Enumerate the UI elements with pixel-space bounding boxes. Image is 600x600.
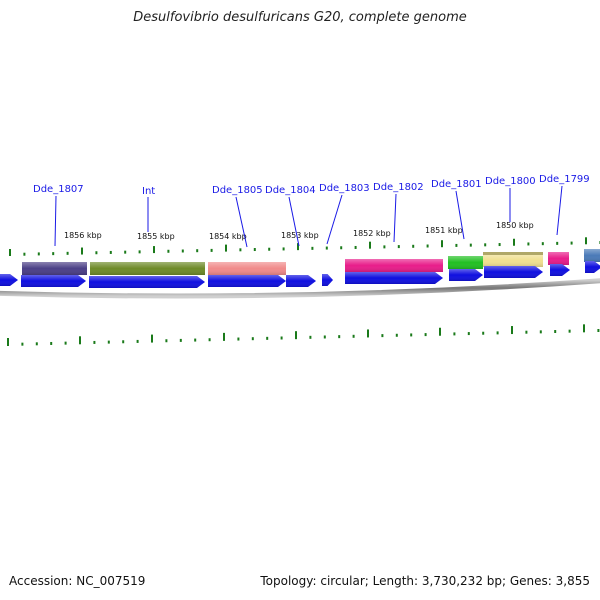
accession-text: Accession: NC_007519 bbox=[9, 574, 146, 588]
feature-block-dde1802 bbox=[345, 259, 443, 272]
leader-line-dde1802 bbox=[393, 193, 397, 243]
leader-line-dde1801 bbox=[455, 190, 465, 240]
feature-block-dde1800-top bbox=[483, 252, 543, 255]
kbp-label-1851: 1851 kbp bbox=[425, 226, 463, 235]
kbp-label-1854: 1854 kbp bbox=[209, 232, 247, 241]
gene-label-dde1801[interactable]: Dde_1801 bbox=[431, 179, 482, 190]
cds-arrow-shade bbox=[449, 269, 483, 281]
leader-line-dde1803 bbox=[326, 194, 343, 245]
feature-block-shade bbox=[448, 256, 483, 269]
feature-block-shade bbox=[483, 254, 543, 267]
cds-arrow-shade bbox=[208, 275, 286, 287]
backbone-ring bbox=[0, 278, 600, 299]
leader-line-dde1805 bbox=[235, 196, 248, 248]
feature-block-dde1805 bbox=[208, 262, 286, 275]
kbp-label-1855: 1855 kbp bbox=[137, 232, 175, 241]
feature-block-dde1807 bbox=[22, 262, 87, 275]
cds-arrow-shade bbox=[550, 264, 570, 276]
topology-text: Topology: circular; Length: 3,730,232 bp… bbox=[260, 574, 590, 588]
cds-arrow-shade bbox=[0, 274, 18, 286]
feature-block-shade bbox=[208, 262, 286, 275]
kbp-label-1850: 1850 kbp bbox=[496, 221, 534, 230]
cds-arrow-shade bbox=[286, 275, 316, 287]
cds-arrow-track bbox=[0, 261, 600, 288]
genome-title: Desulfovibrio desulfuricans G20, complet… bbox=[133, 10, 467, 25]
feature-block-track bbox=[22, 249, 600, 275]
feature-block-shade bbox=[22, 262, 87, 275]
feature-block-dde1800 bbox=[483, 254, 543, 267]
cds-arrow-shade bbox=[345, 272, 443, 284]
cds-arrow-shade bbox=[585, 261, 600, 273]
cds-arrow-shade bbox=[322, 274, 333, 286]
gene-label-dde1802[interactable]: Dde_1802 bbox=[373, 182, 424, 193]
cds-arrow-shade bbox=[21, 275, 86, 287]
feature-block-shade bbox=[90, 262, 205, 275]
feature-block-dde1799 bbox=[548, 252, 569, 265]
gene-label-dde1805[interactable]: Dde_1805 bbox=[212, 185, 263, 196]
feature-block-int bbox=[90, 262, 205, 275]
leader-line-dde1807 bbox=[54, 195, 57, 247]
leader-line-dde1799 bbox=[556, 185, 563, 236]
feature-block-shade bbox=[548, 252, 569, 265]
gene-label-dde1807[interactable]: Dde_1807 bbox=[33, 184, 84, 195]
gene-label-dde1803[interactable]: Dde_1803 bbox=[319, 183, 370, 194]
kbp-label-1852: 1852 kbp bbox=[353, 229, 391, 238]
gene-label-dde1800[interactable]: Dde_1800 bbox=[485, 176, 536, 187]
feature-block-shade bbox=[345, 259, 443, 272]
inner-tick-track bbox=[7, 324, 600, 346]
gene-label-dde1799[interactable]: Dde_1799 bbox=[539, 174, 590, 185]
feature-block-extra bbox=[584, 249, 600, 262]
gene-label-int[interactable]: Int bbox=[142, 186, 155, 197]
kbp-label-1853: 1853 kbp bbox=[281, 231, 319, 240]
kbp-label-1856: 1856 kbp bbox=[64, 231, 102, 240]
gene-label-dde1804[interactable]: Dde_1804 bbox=[265, 185, 316, 196]
feature-block-dde1801 bbox=[448, 256, 483, 269]
outer-tick-track bbox=[9, 237, 600, 256]
gene-leader-lines bbox=[54, 185, 563, 248]
leader-line-dde1804 bbox=[288, 196, 300, 247]
feature-block-shade bbox=[584, 249, 600, 262]
cds-arrow-shade bbox=[484, 266, 543, 278]
cds-arrow-shade bbox=[89, 276, 205, 288]
